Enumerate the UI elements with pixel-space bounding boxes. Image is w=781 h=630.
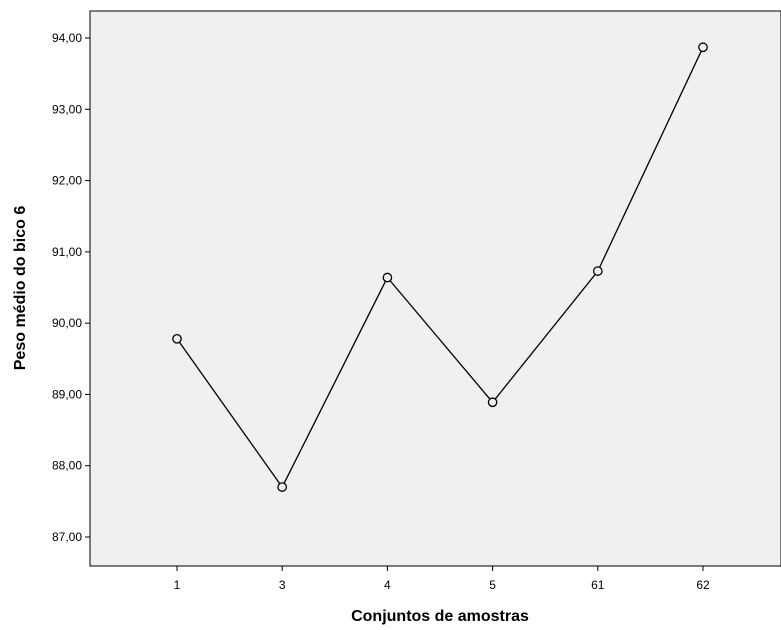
data-point <box>698 42 708 53</box>
x-tick-label: 61 <box>591 578 605 592</box>
data-point <box>382 272 393 283</box>
data-point <box>172 333 182 344</box>
y-tick-label: 91,00 <box>52 245 82 259</box>
x-tick-label: 1 <box>174 578 181 592</box>
data-point <box>487 397 498 408</box>
data-point <box>592 266 603 276</box>
y-tick-label: 90,00 <box>52 316 82 330</box>
y-tick-label: 87,00 <box>52 530 82 544</box>
y-tick-label: 92,00 <box>52 174 82 188</box>
plot-area <box>89 10 781 567</box>
y-tick-label: 94,00 <box>52 31 82 45</box>
x-tick-label: 3 <box>279 578 286 592</box>
y-axis-title: Peso médio do bico 6 <box>12 206 29 371</box>
y-tick-label: 89,00 <box>52 387 82 401</box>
y-tick-label: 93,00 <box>52 102 82 116</box>
y-axis: 87,00 88,00 89,00 90,00 91,00 92,00 93,00 94,00 <box>52 31 90 544</box>
x-axis-title: Conjuntos de amostras <box>351 608 529 625</box>
series-layer <box>172 42 708 492</box>
x-tick-label: 5 <box>489 578 496 592</box>
x-tick-label: 62 <box>696 578 710 592</box>
y-tick-label: 88,00 <box>52 459 82 473</box>
x-tick-label: 4 <box>384 578 391 592</box>
series-line <box>176 47 704 489</box>
data-point <box>277 482 288 492</box>
x-axis: 1 3 4 5 61 62 <box>174 566 710 592</box>
